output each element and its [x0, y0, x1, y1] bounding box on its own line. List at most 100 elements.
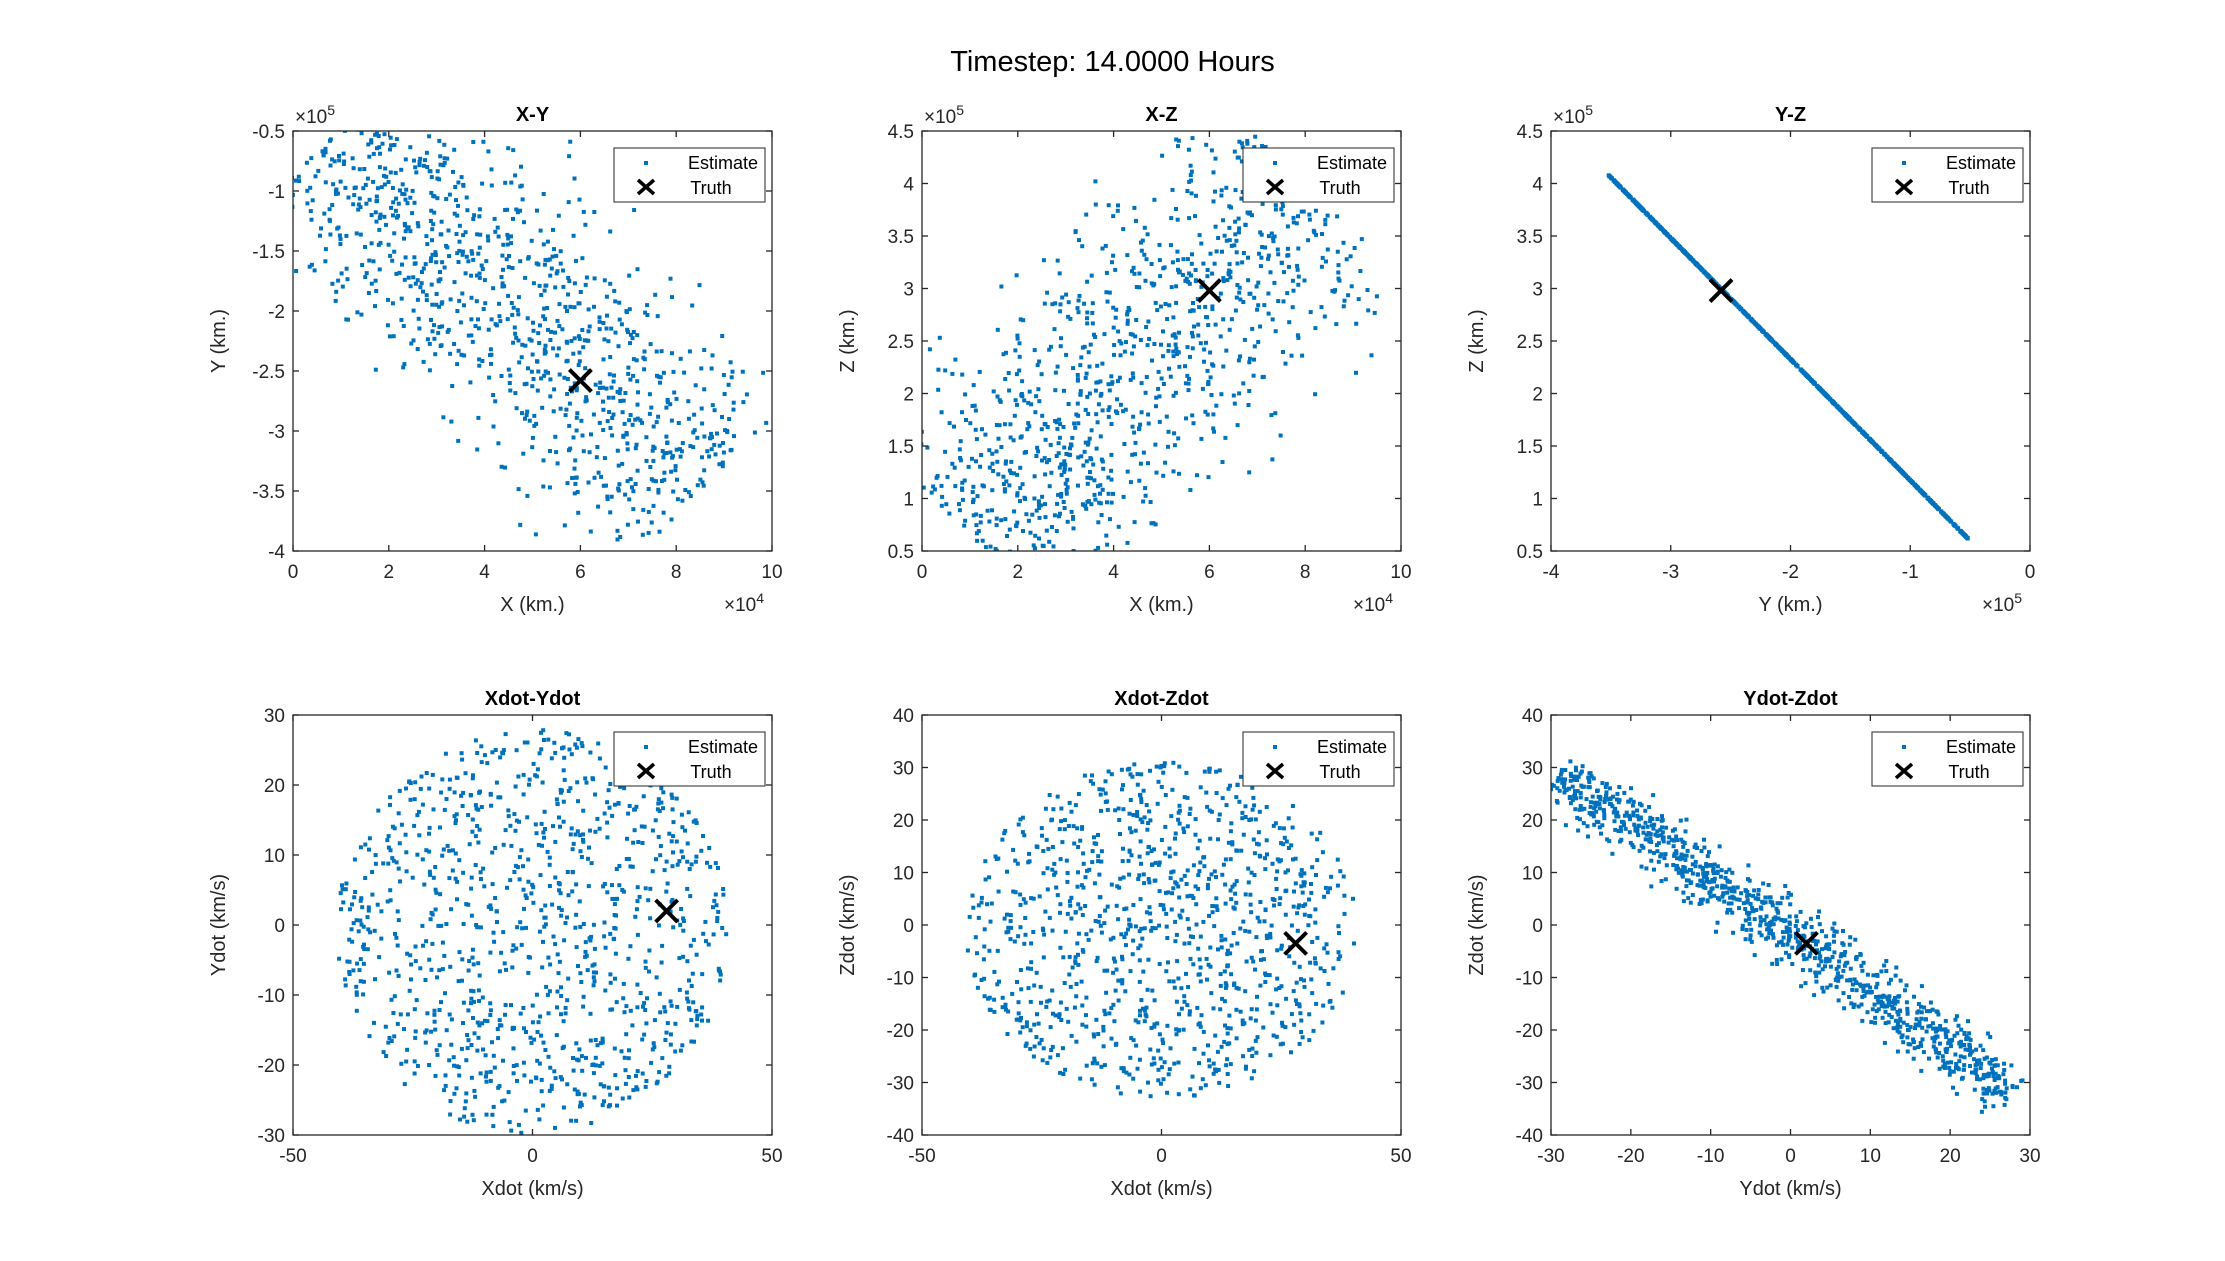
estimate-point	[1086, 937, 1091, 942]
estimate-point	[1300, 1035, 1305, 1040]
estimate-point	[1012, 939, 1017, 944]
estimate-point	[700, 972, 705, 977]
estimate-point	[607, 410, 612, 414]
estimate-point	[366, 908, 371, 913]
estimate-point	[481, 307, 486, 311]
estimate-point	[1307, 1012, 1312, 1017]
estimate-point	[1232, 401, 1237, 406]
estimate-point	[633, 482, 638, 486]
estimate-point	[1082, 344, 1087, 349]
estimate-point	[305, 201, 310, 206]
estimate-point	[572, 466, 577, 471]
legend-estimate-marker	[644, 745, 648, 749]
estimate-point	[1053, 1013, 1058, 1018]
estimate-point	[396, 973, 401, 978]
estimate-point	[322, 211, 327, 216]
estimate-point	[988, 919, 993, 924]
estimate-point	[591, 983, 596, 988]
estimate-point	[605, 820, 610, 825]
estimate-point	[643, 959, 648, 964]
estimate-point	[545, 239, 550, 244]
estimate-point	[555, 353, 560, 358]
estimate-point	[1312, 230, 1317, 235]
estimate-point	[636, 390, 640, 395]
estimate-point	[1075, 941, 1080, 946]
estimate-point	[1035, 363, 1040, 368]
estimate-point	[1330, 1005, 1335, 1010]
estimate-point	[646, 530, 651, 535]
estimate-point	[391, 1011, 396, 1015]
estimate-point	[617, 482, 622, 487]
estimate-point	[1235, 283, 1240, 287]
estimate-point	[1338, 954, 1343, 959]
estimate-point	[605, 313, 609, 318]
estimate-point	[1280, 1020, 1284, 1025]
estimate-point	[1059, 472, 1064, 477]
estimate-point	[507, 254, 511, 258]
estimate-point	[562, 523, 567, 528]
estimate-point	[571, 841, 576, 846]
estimate-point	[428, 169, 433, 174]
estimate-point	[1087, 565, 1091, 569]
estimate-point	[327, 207, 332, 212]
estimate-point	[712, 442, 717, 447]
estimate-point	[627, 1048, 631, 1053]
estimate-point	[1158, 304, 1163, 309]
estimate-point	[1016, 1011, 1021, 1016]
estimate-point	[1266, 311, 1271, 316]
estimate-point	[1268, 1053, 1273, 1058]
estimate-point	[1321, 1003, 1326, 1008]
estimate-point	[362, 942, 366, 947]
estimate-point	[574, 1041, 579, 1046]
estimate-point	[428, 259, 433, 263]
estimate-point	[487, 375, 492, 380]
estimate-point	[1118, 876, 1123, 881]
estimate-point	[603, 765, 608, 770]
estimate-point	[667, 1064, 672, 1069]
estimate-point	[1286, 846, 1291, 850]
estimate-point	[1253, 967, 1257, 972]
estimate-point	[1211, 363, 1216, 368]
estimate-point	[1073, 229, 1078, 234]
estimate-point	[506, 1090, 511, 1095]
estimate-point	[597, 327, 602, 332]
estimate-point	[1818, 387, 1822, 391]
estimate-point	[1137, 958, 1142, 963]
estimate-point	[1323, 885, 1328, 890]
estimate-point	[644, 435, 649, 440]
estimate-point	[344, 266, 349, 271]
estimate-point	[1174, 999, 1179, 1004]
estimate-point	[630, 422, 635, 427]
estimate-point	[952, 465, 957, 470]
estimate-point	[429, 317, 433, 322]
estimate-point	[1319, 264, 1324, 269]
estimate-point	[1627, 194, 1632, 199]
estimate-point	[509, 241, 514, 246]
estimate-point	[383, 166, 388, 171]
estimate-point	[658, 844, 663, 849]
estimate-point	[646, 509, 651, 514]
estimate-point	[328, 163, 333, 168]
estimate-point	[529, 369, 534, 374]
estimate-point	[1267, 973, 1272, 978]
estimate-point	[1218, 983, 1223, 988]
estimate-point	[700, 480, 705, 485]
y-tick-label: -4	[268, 542, 285, 563]
estimate-point	[602, 811, 607, 816]
estimate-point	[586, 307, 591, 312]
estimate-point	[1189, 261, 1194, 266]
estimate-point	[323, 259, 328, 264]
estimate-point	[548, 273, 553, 278]
estimate-point	[635, 267, 640, 272]
estimate-point	[549, 756, 554, 761]
estimate-point	[561, 799, 566, 804]
estimate-point	[960, 487, 965, 492]
estimate-point	[516, 312, 521, 317]
estimate-point	[540, 843, 544, 848]
estimate-point	[442, 142, 447, 147]
estimate-point	[931, 484, 936, 489]
estimate-point	[1059, 462, 1064, 467]
estimate-point	[397, 99, 401, 103]
estimate-point	[1085, 310, 1090, 315]
estimate-point	[287, 238, 291, 242]
